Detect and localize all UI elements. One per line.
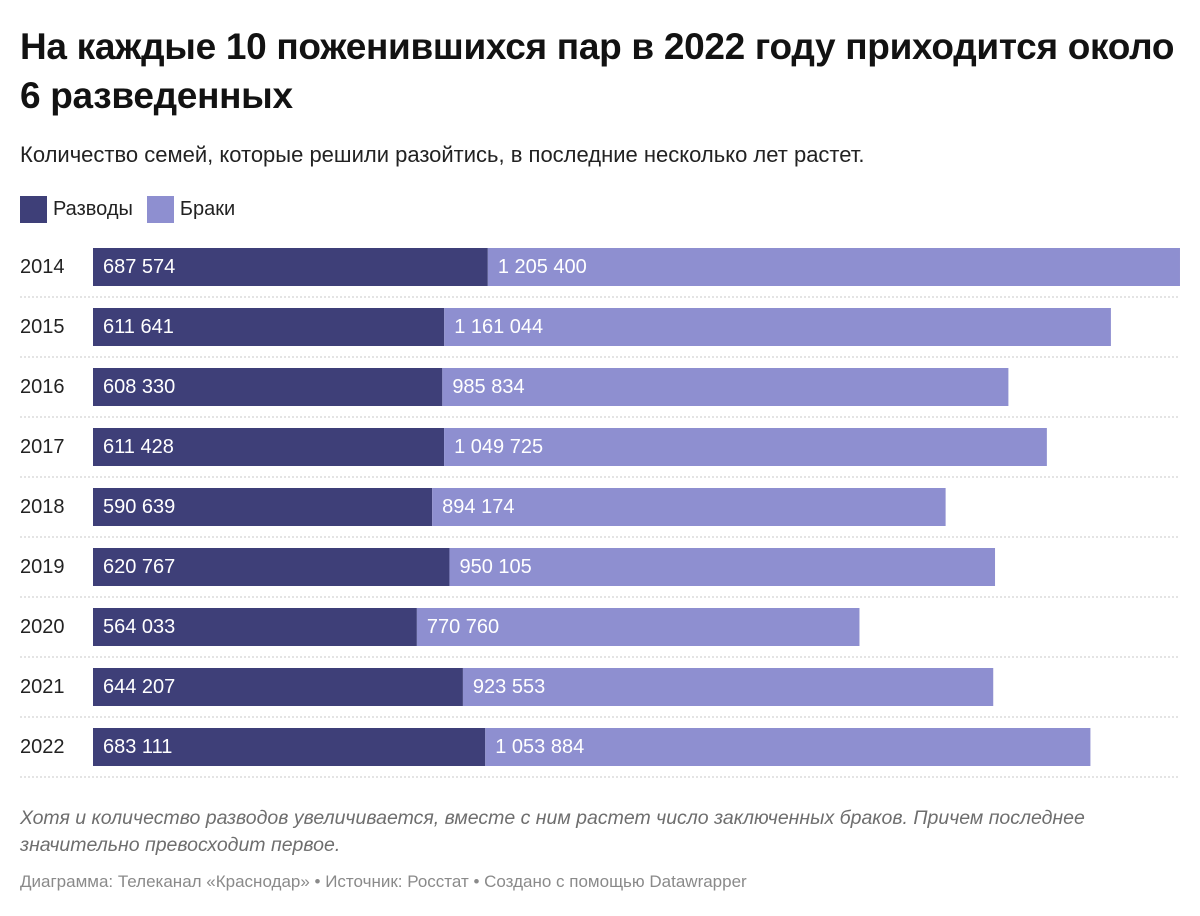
value-label-divorces-2018: 590 639 bbox=[103, 496, 175, 518]
bar-divorces-2019 bbox=[93, 548, 450, 586]
value-label-divorces-2016: 608 330 bbox=[103, 376, 175, 398]
bar-divorces-2015 bbox=[93, 308, 445, 346]
value-label-marriages-2017: 1 049 725 bbox=[454, 436, 543, 458]
bar-marriages-2021 bbox=[462, 668, 994, 706]
year-label: 2016 bbox=[20, 376, 65, 398]
value-label-marriages-2018: 894 174 bbox=[442, 496, 514, 518]
year-label: 2017 bbox=[20, 436, 65, 458]
bar-marriages-2014 bbox=[487, 248, 1180, 286]
legend: Разводы Браки bbox=[20, 194, 249, 224]
bar-divorces-2022 bbox=[93, 728, 486, 766]
bar-marriages-2020 bbox=[416, 608, 860, 646]
value-label-divorces-2019: 620 767 bbox=[103, 556, 175, 578]
year-label: 2018 bbox=[20, 496, 65, 518]
legend-label-marriages: Браки bbox=[179, 197, 236, 220]
bar-marriages-2022 bbox=[485, 728, 1091, 766]
value-label-divorces-2015: 611 641 bbox=[103, 316, 174, 338]
value-label-marriages-2022: 1 053 884 bbox=[495, 736, 584, 758]
bar-divorces-2014 bbox=[93, 248, 488, 286]
bar-marriages-2019 bbox=[449, 548, 996, 586]
value-label-divorces-2022: 683 111 bbox=[103, 736, 172, 758]
legend-swatch-marriages bbox=[146, 195, 174, 223]
chart-title: На каждые 10 поженившихся пар в 2022 год… bbox=[20, 26, 1175, 116]
bar-marriages-2018 bbox=[432, 488, 946, 526]
year-label: 2014 bbox=[20, 256, 65, 278]
year-label: 2019 bbox=[20, 556, 65, 578]
value-label-marriages-2016: 985 834 bbox=[452, 376, 524, 398]
legend-item-divorces: Разводы bbox=[20, 195, 133, 223]
bar-divorces-2017 bbox=[93, 428, 445, 466]
value-label-marriages-2021: 923 553 bbox=[473, 676, 545, 698]
value-label-divorces-2021: 644 207 bbox=[103, 676, 175, 698]
chart-note: Хотя и количество разводов увеличивается… bbox=[20, 807, 1085, 856]
legend-item-marriages: Браки bbox=[146, 195, 236, 223]
bar-divorces-2018 bbox=[93, 488, 433, 526]
bar-marriages-2016 bbox=[442, 368, 1009, 406]
value-label-divorces-2014: 687 574 bbox=[103, 256, 175, 278]
chart-footer: Диаграмма: Телеканал «Краснодар» • Источ… bbox=[20, 872, 747, 891]
year-label: 2021 bbox=[20, 676, 65, 698]
bar-divorces-2016 bbox=[93, 368, 443, 406]
value-label-marriages-2019: 950 105 bbox=[459, 556, 531, 578]
year-label: 2015 bbox=[20, 316, 65, 338]
year-label: 2022 bbox=[20, 736, 65, 758]
value-label-marriages-2020: 770 760 bbox=[427, 616, 499, 638]
bar-marriages-2015 bbox=[444, 308, 1111, 346]
value-label-marriages-2014: 1 205 400 bbox=[498, 256, 587, 278]
bar-divorces-2021 bbox=[93, 668, 463, 706]
chart-subtitle: Количество семей, которые решили разойти… bbox=[20, 142, 865, 167]
value-label-marriages-2015: 1 161 044 bbox=[454, 316, 543, 338]
legend-swatch-divorces bbox=[20, 195, 47, 223]
value-label-divorces-2017: 611 428 bbox=[103, 436, 174, 458]
value-label-divorces-2020: 564 033 bbox=[103, 616, 175, 638]
legend-label-divorces: Разводы bbox=[53, 197, 133, 220]
stacked-bar-chart: 2014 687 574 1 205 400 2015 611 641 1 161 044… bbox=[20, 248, 1180, 778]
year-label: 2020 bbox=[20, 616, 65, 638]
bar-divorces-2020 bbox=[93, 608, 417, 646]
bar-marriages-2017 bbox=[444, 428, 1047, 466]
